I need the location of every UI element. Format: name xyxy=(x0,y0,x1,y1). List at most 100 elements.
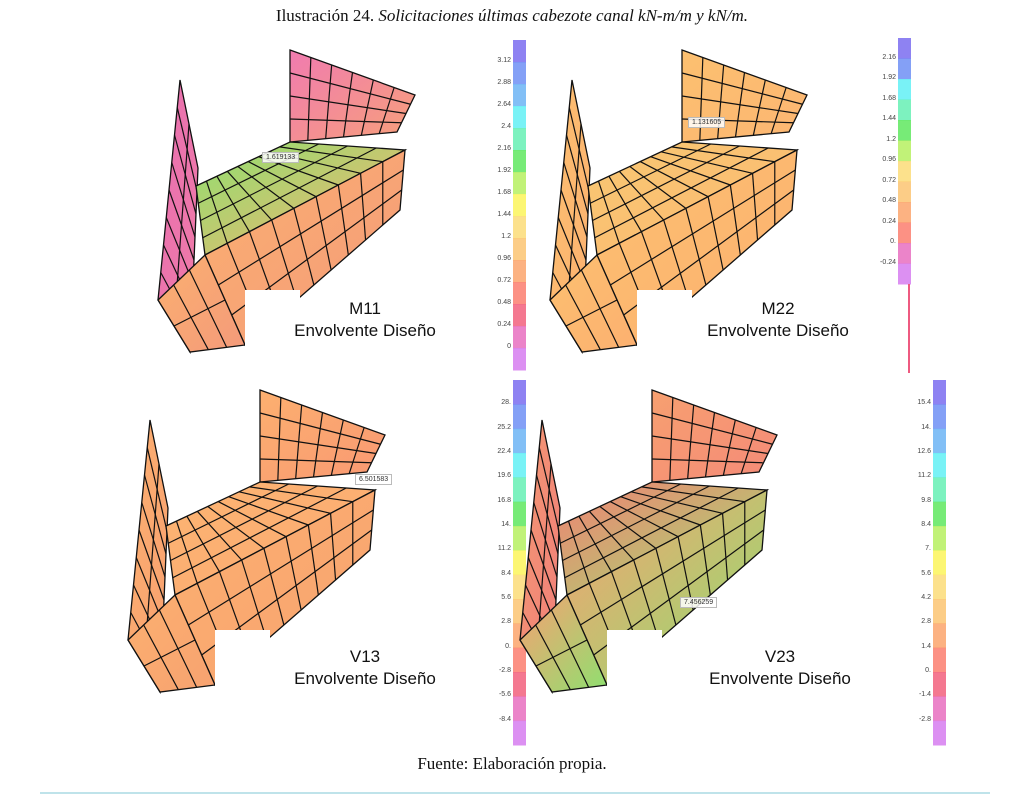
legend-tick-label: 0. xyxy=(890,238,896,245)
panel-label: M11 Envolvente Diseño xyxy=(265,298,465,342)
legend-swatch xyxy=(898,120,911,141)
load-case: Envolvente Diseño xyxy=(707,321,849,340)
legend-swatch xyxy=(898,181,911,203)
mesh-line xyxy=(535,624,571,690)
legend-tick-label: 5.6 xyxy=(921,569,931,577)
mesh-line xyxy=(562,485,710,562)
color-legend-v23 xyxy=(933,380,946,746)
legend-swatch xyxy=(933,501,946,527)
mesh-line xyxy=(158,609,198,688)
mesh-line xyxy=(238,491,331,514)
legend-tick-label: 2.88 xyxy=(497,79,511,86)
mesh-line xyxy=(687,404,695,479)
legend-swatch xyxy=(898,58,911,80)
mesh-line xyxy=(685,208,707,286)
legend-tick-label: 0 xyxy=(507,343,511,350)
legend-swatch xyxy=(513,501,526,527)
contour-plot-m11 xyxy=(157,49,416,360)
mesh-line xyxy=(315,196,332,271)
legend-swatch xyxy=(933,404,946,430)
mesh-line xyxy=(639,161,709,198)
mesh-line xyxy=(247,161,317,198)
mesh-line xyxy=(707,196,724,271)
legend-tick-label: 1.68 xyxy=(882,94,896,102)
mesh-line xyxy=(721,513,729,581)
mesh-line xyxy=(609,501,679,538)
legend-tick-label: 19.6 xyxy=(497,472,511,480)
mesh-line xyxy=(173,284,209,350)
mesh-line xyxy=(650,156,731,186)
panel-label: V13 Envolvente Diseño xyxy=(265,646,465,690)
mesh-line xyxy=(620,496,701,526)
legend-tick-label: 16.8 xyxy=(497,496,511,504)
legend-tick-label: 0. xyxy=(505,642,511,650)
legend-swatch xyxy=(513,194,526,217)
result-type: M11 xyxy=(349,299,381,318)
legend-tick-label: 0.48 xyxy=(882,197,896,204)
legend-tick-label: 0.72 xyxy=(497,277,511,284)
legend-swatch xyxy=(513,404,526,430)
mesh-line xyxy=(271,219,298,301)
legend-tick-label: 2.16 xyxy=(882,53,896,61)
legend-swatch xyxy=(898,243,911,264)
mesh-line xyxy=(734,72,746,138)
legend-tick-label: -0.24 xyxy=(880,258,896,266)
legend-tick-label: -1.4 xyxy=(918,691,931,699)
legend-swatch xyxy=(933,574,946,600)
mesh-line xyxy=(592,145,740,222)
legend-swatch xyxy=(513,326,526,349)
legend-swatch xyxy=(933,380,946,405)
legend-swatch xyxy=(933,453,946,478)
legend-tick-label: 1.44 xyxy=(882,115,896,122)
mesh-line xyxy=(740,427,757,474)
legend-tick-label: 11.2 xyxy=(917,472,931,480)
mesh-line xyxy=(237,165,295,209)
mesh-line xyxy=(277,397,282,481)
legend-swatch xyxy=(513,428,526,454)
label-mask xyxy=(245,290,300,360)
contour-plot-v13 xyxy=(127,389,386,700)
legend-tick-label: 1.44 xyxy=(497,211,511,218)
legend-tick-label: 8.4 xyxy=(921,521,931,528)
legend-swatch xyxy=(933,550,946,576)
mesh-line xyxy=(249,486,353,503)
label-mask xyxy=(607,630,662,700)
mesh-line xyxy=(279,146,383,163)
mesh-line xyxy=(608,175,642,232)
mesh-line xyxy=(610,169,796,286)
panel-label: V23 Envolvente Diseño xyxy=(680,646,880,690)
legend-tick-label: 4.2 xyxy=(921,594,931,601)
mesh-line xyxy=(360,79,374,136)
mesh-line xyxy=(630,491,723,514)
mesh-line xyxy=(594,147,769,239)
mesh-line xyxy=(663,219,690,301)
mesh-line xyxy=(312,412,324,478)
legend-swatch xyxy=(933,428,946,454)
mesh-line xyxy=(348,427,365,474)
mesh-line xyxy=(329,513,337,581)
legend-swatch xyxy=(898,202,911,223)
mesh-line xyxy=(342,72,354,138)
legend-tick-label: 0.96 xyxy=(882,156,896,163)
mesh-line xyxy=(241,559,268,641)
legend-tick-label: 28. xyxy=(501,399,511,407)
legend-tick-label: 0.24 xyxy=(497,321,511,328)
load-case: Envolvente Diseño xyxy=(294,669,436,688)
legend-swatch xyxy=(898,263,911,285)
mesh-line xyxy=(599,505,657,549)
mesh-line xyxy=(172,487,347,579)
mesh-line xyxy=(216,175,250,232)
legend-swatch xyxy=(933,526,946,551)
max-value-callout: 1.131605 xyxy=(688,117,726,128)
mesh-line xyxy=(565,284,601,350)
mesh-line xyxy=(580,509,766,626)
mesh-line xyxy=(378,87,395,134)
legend-swatch xyxy=(513,574,526,600)
legend-tick-label: 15.4 xyxy=(917,399,931,407)
legend-swatch xyxy=(513,238,526,261)
mesh-line xyxy=(325,64,333,139)
legend-tick-label: 1.4 xyxy=(921,642,931,650)
legend-tick-label: 1.92 xyxy=(882,74,896,81)
legend-swatch xyxy=(513,128,526,151)
legend-swatch xyxy=(513,720,526,746)
